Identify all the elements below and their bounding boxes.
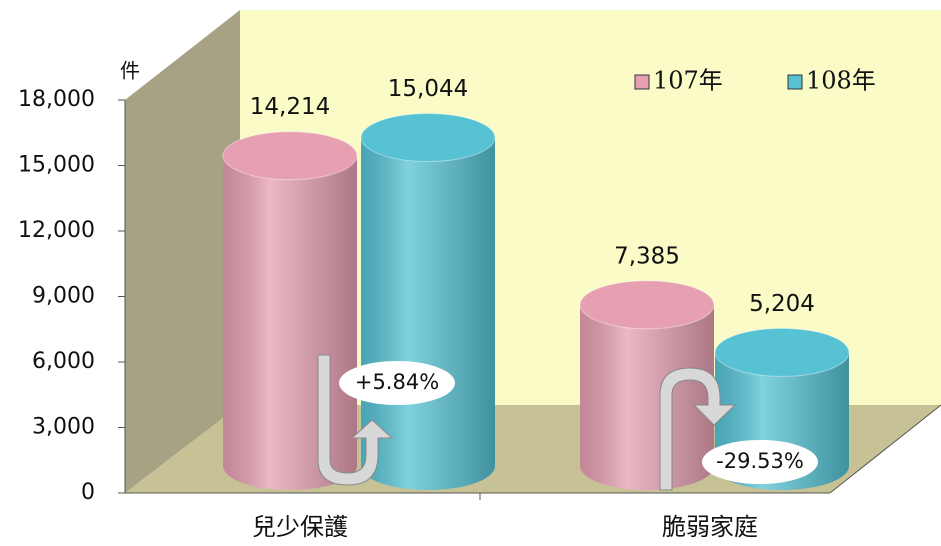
cylinder-top bbox=[222, 131, 358, 181]
value-label: 14,214 bbox=[250, 94, 330, 120]
annotation: -29.53% bbox=[716, 449, 804, 473]
value-label: 5,204 bbox=[749, 291, 815, 317]
cylinder-shade bbox=[223, 155, 357, 490]
y-tick-label: 6,000 bbox=[32, 349, 95, 374]
y-tick-label: 9,000 bbox=[32, 284, 95, 309]
floor-edge bbox=[829, 404, 941, 494]
cylinder-top bbox=[579, 280, 715, 330]
y-tick-label: 15,000 bbox=[18, 153, 95, 178]
y-unit: 件 bbox=[120, 59, 140, 83]
legend-label: 108年 bbox=[806, 67, 876, 95]
bar bbox=[222, 131, 358, 490]
side-wall bbox=[125, 10, 240, 493]
bar bbox=[579, 280, 715, 490]
annotation-bubble bbox=[702, 440, 818, 484]
cylinder-top bbox=[714, 327, 850, 377]
annotation: +5.84% bbox=[355, 370, 439, 394]
value-label: 7,385 bbox=[614, 243, 680, 269]
value-label: 15,044 bbox=[388, 76, 468, 102]
y-tick-label: 18,000 bbox=[18, 87, 95, 112]
cylinder-shade bbox=[580, 304, 714, 490]
legend-label: 107年 bbox=[653, 67, 723, 95]
x-tick-label: 脆弱家庭 bbox=[662, 513, 758, 541]
y-tick-label: 12,000 bbox=[18, 218, 95, 243]
arrows bbox=[317, 354, 737, 491]
x-tick-label: 兒少保護 bbox=[252, 513, 348, 541]
cylinder-top bbox=[360, 113, 496, 163]
legend-swatch bbox=[787, 74, 803, 90]
arrow-down bbox=[659, 367, 737, 491]
annotation-bubble bbox=[339, 361, 455, 405]
y-tick-label: 3,000 bbox=[32, 415, 95, 440]
legend-swatch bbox=[634, 74, 650, 90]
y-tick-label: 0 bbox=[81, 480, 95, 505]
arrow-up bbox=[317, 354, 394, 486]
